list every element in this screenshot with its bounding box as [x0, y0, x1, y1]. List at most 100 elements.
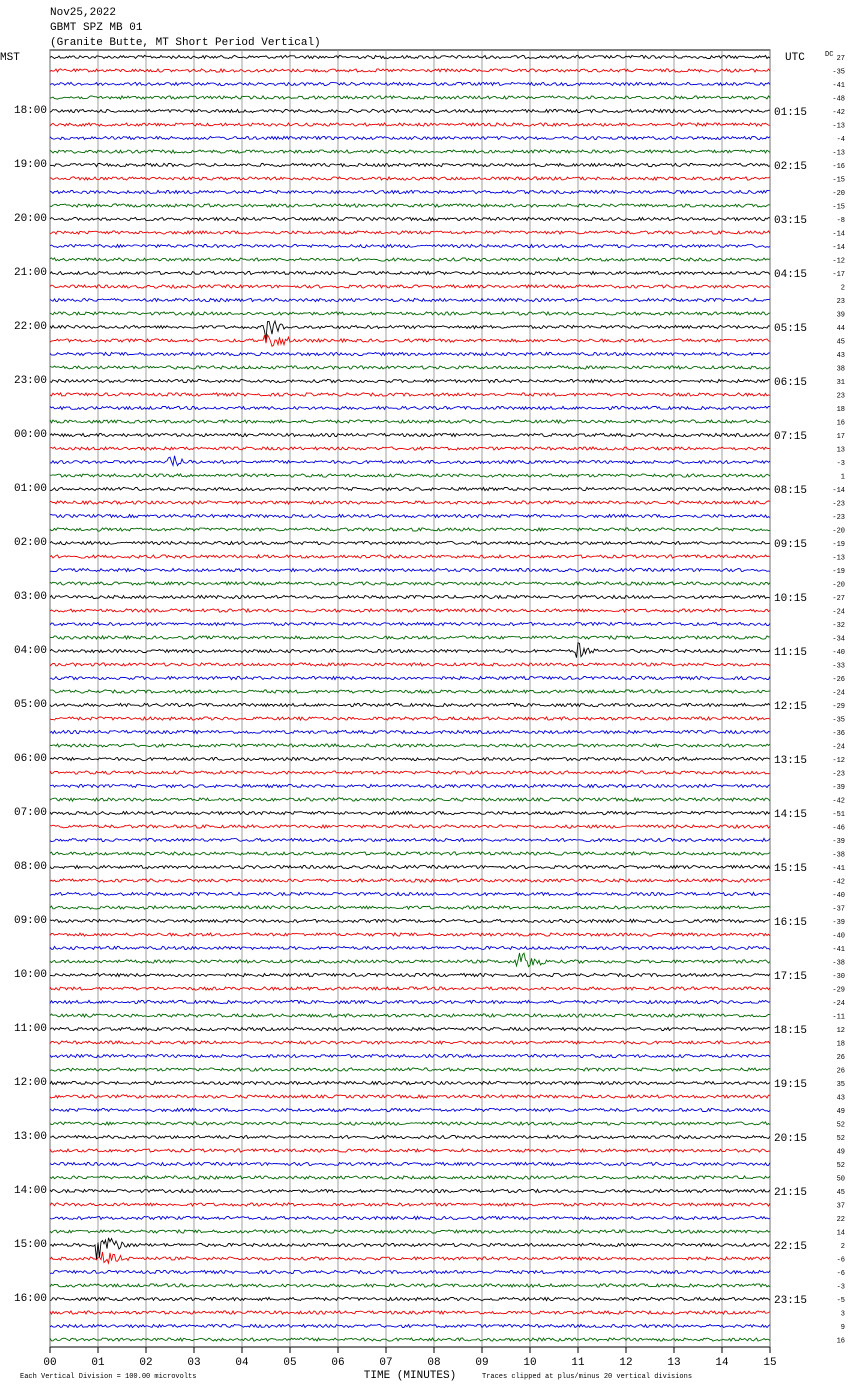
- dc-offset: 45: [837, 1189, 845, 1197]
- x-tick-label: 06: [331, 1357, 344, 1369]
- trace: [49, 94, 771, 100]
- dc-offset: -26: [832, 676, 845, 684]
- dc-offset: -24: [832, 1000, 845, 1008]
- trace: [49, 770, 771, 775]
- utc-time-label: 16:15: [774, 917, 807, 929]
- trace: [49, 642, 771, 658]
- trace: [49, 122, 771, 127]
- dc-offset: -38: [832, 851, 845, 859]
- trace: [49, 108, 770, 114]
- trace: [49, 149, 771, 154]
- trace: [49, 621, 771, 627]
- trace: [49, 594, 771, 600]
- mst-time-label: 10:00: [14, 969, 47, 981]
- trace: [49, 1323, 771, 1329]
- dc-offset: -6: [837, 1270, 845, 1278]
- dc-offset: 18: [837, 1040, 845, 1048]
- utc-time-label: 07:15: [774, 431, 807, 443]
- trace: [49, 837, 771, 843]
- mst-time-label: 07:00: [14, 807, 47, 819]
- dc-offset: 26: [837, 1067, 845, 1075]
- trace: [49, 918, 771, 924]
- utc-time-label: 12:15: [774, 701, 807, 713]
- dc-offset: 27: [837, 55, 845, 63]
- dc-offset: -20: [832, 190, 845, 198]
- trace: [49, 1080, 771, 1086]
- dc-offset: -19: [832, 541, 845, 549]
- trace: [49, 1202, 771, 1208]
- trace: [49, 1026, 771, 1032]
- trace: [49, 1215, 771, 1221]
- trace: [49, 797, 771, 803]
- dc-offset: 31: [837, 379, 845, 387]
- dc-offset: 52: [837, 1162, 845, 1170]
- trace: [49, 878, 771, 883]
- trace: [49, 1251, 771, 1265]
- trace: [50, 675, 771, 681]
- dc-offset: -51: [832, 811, 845, 819]
- dc-offset: 16: [837, 1337, 845, 1345]
- dc-offset: 18: [837, 406, 845, 414]
- dc-offset: -8: [837, 217, 845, 225]
- dc-offset: 9: [841, 1324, 845, 1332]
- mst-time-label: 08:00: [14, 861, 47, 873]
- dc-offset: -3: [837, 1283, 845, 1291]
- trace: [49, 1040, 771, 1045]
- dc-offset: -39: [832, 919, 845, 927]
- trace: [49, 54, 771, 60]
- trace: [49, 662, 771, 667]
- dc-offset: -48: [832, 95, 845, 103]
- trace: [49, 392, 771, 397]
- dc-offset: -24: [832, 689, 845, 697]
- trace: [49, 419, 771, 425]
- mst-time-label: 06:00: [14, 753, 47, 765]
- dc-offset: -35: [832, 716, 845, 724]
- dc-offset: -38: [832, 959, 845, 967]
- header-line: GBMT SPZ MB 01: [50, 22, 143, 34]
- utc-time-label: 17:15: [774, 971, 807, 983]
- trace: [49, 729, 771, 735]
- x-tick-label: 15: [763, 1357, 776, 1369]
- dc-offset: -6: [837, 1256, 845, 1264]
- dc-offset: -13: [832, 554, 845, 562]
- dc-offset: -39: [832, 784, 845, 792]
- utc-time-label: 15:15: [774, 863, 807, 875]
- utc-time-label: 01:15: [774, 107, 807, 119]
- dc-offset: 22: [837, 1216, 845, 1224]
- dc-offset: -15: [832, 203, 845, 211]
- footer-right: Traces clipped at plus/minus 20 vertical…: [482, 1373, 692, 1381]
- dc-label: DC: [825, 51, 833, 59]
- trace: [49, 500, 771, 506]
- x-tick-label: 07: [379, 1357, 392, 1369]
- dc-offset: -14: [832, 230, 845, 238]
- trace: [49, 540, 771, 546]
- trace: [49, 527, 771, 533]
- dc-offset: -24: [832, 743, 845, 751]
- trace: [49, 405, 771, 411]
- dc-offset: -37: [832, 905, 845, 913]
- utc-time-label: 14:15: [774, 809, 807, 821]
- trace: [49, 1175, 771, 1180]
- utc-time-label: 21:15: [774, 1187, 807, 1199]
- dc-offset: -34: [832, 635, 845, 643]
- mst-time-label: 19:00: [14, 159, 47, 171]
- dc-offset: -27: [832, 595, 845, 603]
- dc-offset: 16: [837, 419, 845, 427]
- dc-offset: 52: [837, 1135, 845, 1143]
- dc-offset: -41: [832, 946, 845, 954]
- trace: [49, 455, 771, 467]
- dc-offset: 14: [837, 1229, 845, 1237]
- dc-offset: 50: [837, 1175, 845, 1183]
- trace: [49, 864, 771, 870]
- trace: [49, 1147, 771, 1154]
- trace: [49, 905, 771, 911]
- x-tick-label: 04: [235, 1357, 249, 1369]
- trace: [49, 310, 771, 316]
- trace: [49, 283, 771, 289]
- dc-offset: -20: [832, 527, 845, 535]
- trace: [49, 378, 771, 384]
- trace: [49, 319, 771, 340]
- trace: [49, 256, 771, 262]
- trace: [49, 135, 771, 141]
